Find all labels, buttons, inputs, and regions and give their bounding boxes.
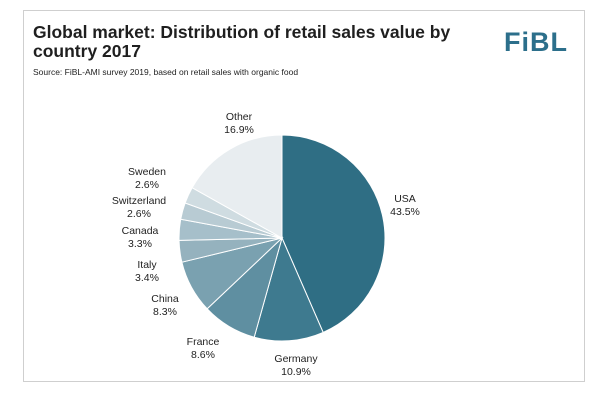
pie-label-sweden: Sweden xyxy=(128,166,166,178)
pie-label-italy: Italy xyxy=(137,259,157,271)
fibl-logo: FiBL xyxy=(504,27,568,57)
pie-label-switzerland: Switzerland xyxy=(112,195,166,207)
pie-value-sweden: 2.6% xyxy=(135,179,159,191)
pie-label-germany: Germany xyxy=(274,353,318,365)
pie-value-other: 16.9% xyxy=(224,124,254,136)
pie-value-china: 8.3% xyxy=(153,306,177,318)
pie-value-germany: 10.9% xyxy=(281,366,311,378)
pie-value-usa: 43.5% xyxy=(390,206,420,218)
pie-slice-usa xyxy=(281,134,386,334)
pie-label-china: China xyxy=(151,293,179,305)
pie-label-other: Other xyxy=(226,111,253,123)
pie-slice-other xyxy=(191,134,283,239)
pie-label-usa: USA xyxy=(394,193,416,205)
pie-value-italy: 3.4% xyxy=(135,272,159,284)
pie-value-switzerland: 2.6% xyxy=(127,208,151,220)
pie-label-canada: Canada xyxy=(122,225,159,237)
chart-source: Source: FiBL-AMI survey 2019, based on r… xyxy=(33,67,299,77)
pie-label-france: France xyxy=(187,336,220,348)
pie-value-canada: 3.3% xyxy=(128,238,152,250)
chart-title: Global market: Distribution of retail sa… xyxy=(33,22,451,61)
pie-slice-germany xyxy=(253,236,324,342)
pie-value-france: 8.6% xyxy=(191,349,215,361)
